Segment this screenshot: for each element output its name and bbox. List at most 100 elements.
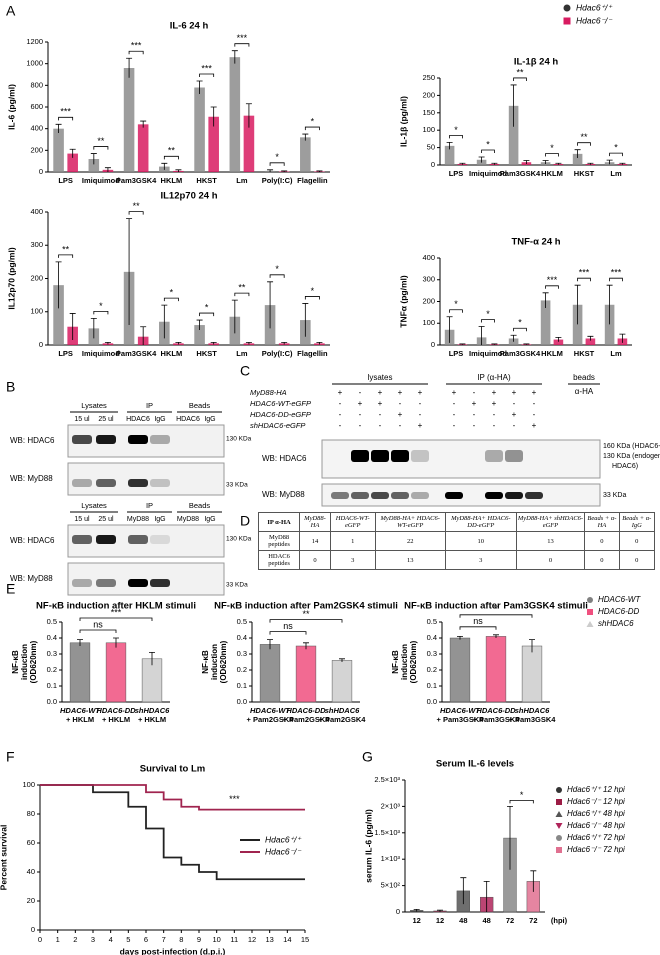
treatment-sign: - — [339, 421, 342, 430]
error-bar — [510, 334, 517, 342]
y-tick-label: 5×10² — [381, 881, 401, 890]
x-tick-label: HKST — [574, 349, 595, 358]
error-bar — [530, 870, 537, 892]
bar — [259, 644, 281, 703]
chart-title: Survival to Lm — [140, 764, 205, 775]
blot-band — [505, 450, 523, 462]
significance-label: ns — [473, 616, 483, 626]
panel-label: E — [6, 581, 15, 597]
significance-bracket — [609, 152, 623, 157]
y-tick-label: 0.4 — [427, 633, 437, 642]
significance-bracket — [577, 142, 591, 146]
treatment-sign: - — [359, 410, 362, 419]
header-row: IP α-HA MyD88-HA HDAC6-WT-eGFP MyD88-HA+ HD… — [257, 512, 656, 532]
bar — [585, 338, 596, 345]
y-tick-label: 0.3 — [47, 649, 57, 658]
blot-band — [128, 535, 148, 544]
bar — [137, 124, 149, 172]
treatment-sign: - — [379, 410, 382, 419]
significance-bracket — [163, 297, 179, 302]
header-cell: MyD88-HA+ HDAC6-WT-eGFP — [374, 512, 446, 532]
y-tick-label: 2.5×10³ — [374, 775, 400, 784]
x-tick-label: 9 — [197, 935, 201, 944]
header-cell: MyD88-HA — [299, 512, 331, 532]
y-tick-label: 400 — [422, 253, 435, 262]
size-marker: HDAC6) — [612, 463, 638, 470]
header-cell: Beads + α-HA — [584, 512, 620, 532]
error-bar — [491, 343, 498, 345]
x-tick-label: shHDAC6 — [135, 706, 170, 715]
blot-row-label: WB: HDAC6 — [262, 454, 307, 463]
error-bar — [267, 639, 273, 650]
x-tick-label: + Pam3GSK4 — [437, 715, 485, 724]
y-tick-label: 0.2 — [427, 665, 437, 674]
x-tick-label: HDAC6-DD — [476, 706, 516, 715]
error-bar — [69, 148, 76, 158]
error-bar — [587, 335, 594, 341]
legend-marker — [587, 597, 593, 603]
y-tick-label: 100 — [30, 307, 43, 316]
data-cell: 14 — [299, 531, 331, 551]
x-tick-label: HDAC6-DD — [286, 706, 326, 715]
treatment-sign: - — [473, 388, 476, 397]
bar — [123, 68, 135, 172]
treatment-sign: - — [453, 421, 456, 430]
x-tick-label: Lm — [236, 176, 248, 185]
peptide-table: IP α-HA MyD88-HA HDAC6-WT-eGFP MyD88-HA+ HD… — [257, 512, 656, 570]
significance-bracket — [269, 619, 343, 623]
x-tick-label: Imiquimod — [82, 176, 120, 185]
significance-bracket — [128, 211, 144, 215]
error-bar — [493, 634, 499, 638]
y-tick-label: 800 — [30, 80, 43, 89]
treatment-sign: - — [399, 421, 402, 430]
error-bar — [104, 341, 111, 345]
bar — [67, 153, 78, 172]
lane-group-label: IP — [146, 401, 153, 410]
legend-label: Hdac6⁺/⁺ — [265, 834, 302, 844]
blot-band — [371, 450, 389, 462]
error-bar — [542, 292, 549, 309]
lane-group-label: Beads — [189, 501, 211, 510]
significance-bracket — [58, 116, 74, 121]
treatment-sign: + — [418, 388, 423, 397]
blot-band — [351, 450, 369, 462]
significance-label: * — [486, 309, 490, 319]
blot-row-label: WB: MyD88 — [10, 574, 53, 583]
error-bar — [491, 162, 498, 165]
size-marker: 33 KDa — [603, 492, 626, 499]
panel-label: F — [6, 749, 15, 765]
x-tick-label: HKST — [196, 349, 217, 358]
error-bar — [619, 333, 626, 343]
y-tick-label: 0 — [396, 907, 400, 916]
x-tick-label: HKST — [574, 169, 595, 178]
treatment-sign: - — [359, 421, 362, 430]
legend-label: Hdac6⁻/⁻ — [576, 15, 613, 25]
significance-bracket — [545, 285, 559, 289]
y-tick-label: 0.1 — [237, 681, 247, 690]
header-cell: IP α-HA — [257, 512, 301, 532]
treatment-sign: - — [533, 410, 536, 419]
data-cell: 13 — [515, 531, 586, 551]
x-axis-label: days post-infection (d.p.i.) — [120, 946, 226, 955]
treatment-sign: - — [473, 410, 476, 419]
y-tick-label: 0.5 — [47, 617, 57, 626]
significance-label: ** — [302, 609, 310, 619]
y-tick-label: 600 — [30, 102, 43, 111]
lane-label: 25 ul — [98, 416, 114, 423]
error-bar — [231, 50, 238, 64]
treatment-sign: - — [379, 421, 382, 430]
legend-marker — [587, 609, 593, 615]
x-tick-label: Poly(I:C) — [262, 176, 293, 185]
error-bar — [446, 316, 453, 343]
x-tick-label: HKST — [196, 176, 217, 185]
y-axis-label: TNFα (pg/ml) — [398, 275, 408, 328]
x-tick-label: Lm — [236, 349, 248, 358]
error-bar — [619, 162, 626, 165]
bar — [553, 339, 564, 345]
significance-bracket — [269, 274, 285, 278]
blot-band — [525, 492, 543, 499]
treatment-sign: - — [419, 410, 422, 419]
bar — [300, 137, 311, 172]
bar — [540, 300, 551, 345]
x-tick-label: 6 — [144, 935, 148, 944]
